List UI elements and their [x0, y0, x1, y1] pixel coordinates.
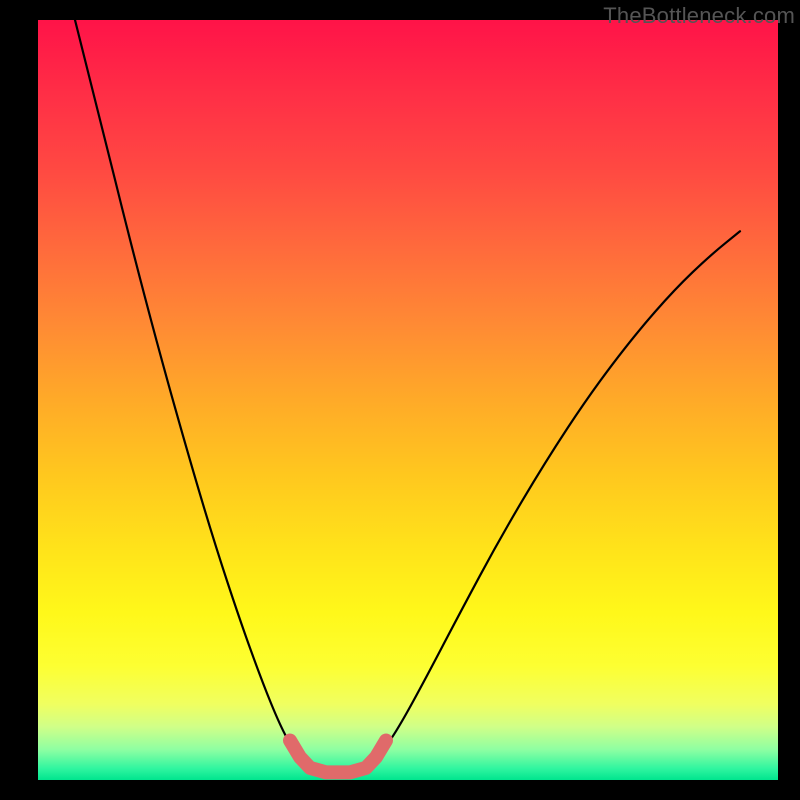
watermark-text: TheBottleneck.com — [603, 3, 795, 29]
chart-container: TheBottleneck.com — [0, 0, 800, 800]
plot-svg — [38, 20, 778, 780]
gradient-background — [38, 20, 778, 780]
plot-area — [38, 20, 778, 780]
